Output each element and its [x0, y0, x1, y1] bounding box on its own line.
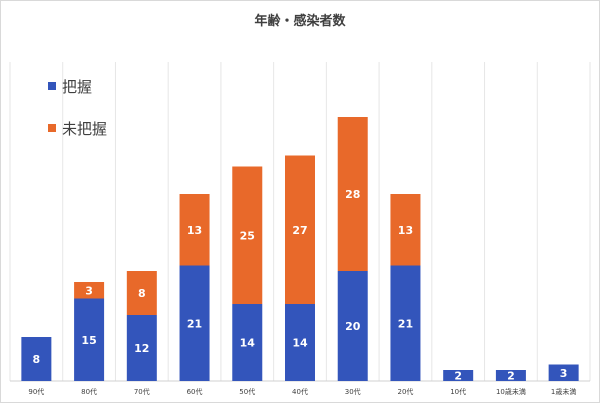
- data-label: 14: [292, 337, 308, 350]
- bar-segment-unknown: [285, 155, 315, 304]
- x-tick-label: 10歳未満: [496, 387, 526, 396]
- x-tick-label: 50代: [239, 387, 255, 396]
- bar-segment-unknown: [390, 194, 421, 266]
- data-label: 28: [345, 188, 360, 201]
- data-label: 21: [187, 317, 202, 330]
- data-label: 21: [398, 317, 413, 330]
- bar-segment-known: [443, 370, 474, 381]
- x-tick-label: 30代: [345, 387, 361, 396]
- data-label: 13: [187, 224, 202, 237]
- x-tick-label: 10代: [450, 387, 466, 396]
- data-label: 13: [398, 224, 413, 237]
- x-tick-label: 1歳未満: [551, 387, 576, 396]
- x-tick-label: 70代: [134, 387, 150, 396]
- bar-segment-known: [74, 298, 105, 381]
- legend-label: 把握: [62, 78, 92, 96]
- bar-segment-unknown: [126, 271, 157, 315]
- data-label: 3: [560, 367, 568, 380]
- legend-label: 未把握: [62, 120, 107, 138]
- data-label: 15: [81, 334, 96, 347]
- bar-segment-known: [390, 265, 421, 381]
- data-label: 12: [134, 342, 149, 355]
- data-label: 27: [292, 224, 307, 237]
- bar-segment-unknown: [74, 282, 105, 299]
- bar-segment-unknown: [232, 166, 263, 304]
- data-label: 2: [454, 370, 462, 383]
- x-tick-label: 80代: [81, 387, 97, 396]
- legend-swatch: [48, 82, 56, 90]
- data-label: 14: [240, 337, 256, 350]
- x-tick-label: 60代: [187, 387, 203, 396]
- bar-segment-unknown: [179, 194, 210, 266]
- bar-segment-known: [21, 337, 52, 381]
- data-label: 8: [138, 287, 146, 300]
- data-label: 2: [507, 370, 515, 383]
- bar-segment-known: [126, 315, 157, 381]
- bar-segment-unknown: [337, 117, 368, 271]
- bar-segment-known: [337, 271, 368, 381]
- data-label: 8: [33, 353, 41, 366]
- bar-segment-known: [179, 265, 210, 381]
- bar-segment-known: [285, 304, 315, 381]
- data-label: 3: [85, 284, 93, 297]
- bar-segment-known: [495, 370, 526, 381]
- legend-swatch: [48, 124, 56, 132]
- x-tick-label: 20代: [397, 387, 413, 396]
- data-label: 25: [240, 229, 255, 242]
- chart-title: 年齢・感染者数: [254, 14, 346, 29]
- bar-segment-known: [232, 304, 263, 381]
- x-tick-label: 40代: [292, 387, 308, 396]
- x-tick-label: 90代: [28, 387, 44, 396]
- data-label: 20: [345, 320, 361, 333]
- bar-segment-known: [548, 364, 579, 381]
